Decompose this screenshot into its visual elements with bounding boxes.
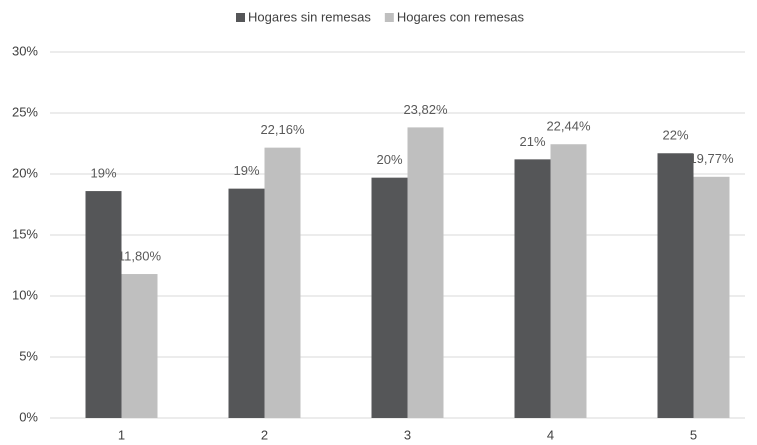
bar (264, 147, 301, 418)
x-tick-label: 5 (690, 427, 697, 442)
legend-label: Hogares sin remesas (248, 9, 371, 24)
x-tick-label: 4 (547, 427, 554, 442)
y-tick-label: 0% (19, 409, 38, 424)
y-tick-label: 20% (12, 165, 38, 180)
value-label: 20% (376, 152, 402, 167)
bar (550, 144, 587, 418)
bar (371, 177, 408, 418)
bar (85, 191, 122, 418)
y-tick-label: 10% (12, 287, 38, 302)
value-label: 11,80% (118, 248, 162, 263)
legend-swatch (384, 13, 394, 22)
bar (514, 159, 551, 419)
y-tick-label: 15% (12, 226, 38, 241)
x-tick-label: 3 (404, 427, 411, 442)
bar (657, 153, 694, 418)
bar (407, 127, 444, 418)
y-tick-label: 25% (12, 104, 38, 119)
legend-swatch (236, 13, 245, 22)
value-label: 21% (519, 134, 545, 149)
x-tick-label: 1 (118, 427, 125, 442)
bar (693, 176, 730, 418)
bar (228, 188, 265, 418)
value-label: 19,77% (689, 151, 734, 166)
x-tick-label: 2 (261, 427, 268, 442)
y-tick-label: 30% (12, 43, 38, 58)
value-label: 19% (90, 166, 116, 181)
value-label: 23,82% (403, 102, 448, 117)
y-tick-label: 5% (19, 348, 38, 363)
value-label: 22,16% (260, 122, 305, 137)
value-label: 22,44% (546, 119, 591, 134)
legend-label: Hogares con remesas (397, 9, 525, 24)
value-label: 19% (233, 163, 259, 178)
bar (121, 274, 158, 418)
value-label: 22% (662, 128, 688, 143)
